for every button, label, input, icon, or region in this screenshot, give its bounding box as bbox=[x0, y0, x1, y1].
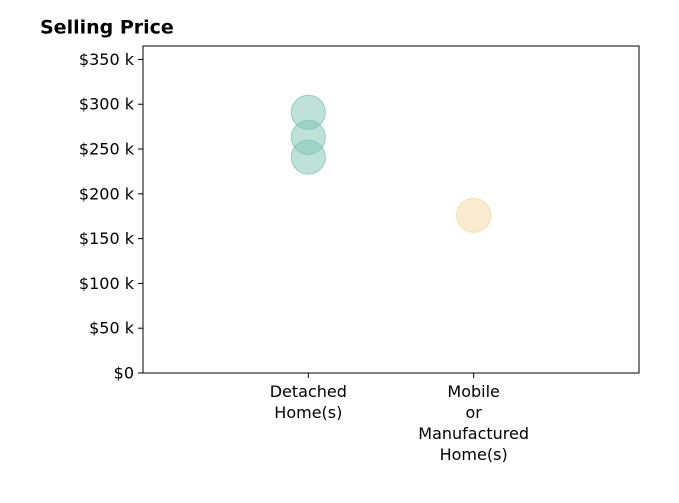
plot-frame bbox=[142, 45, 640, 374]
y-tick-label: $350 k bbox=[79, 50, 135, 69]
y-tick-label: $200 k bbox=[79, 184, 135, 203]
y-tick-label: $150 k bbox=[79, 229, 135, 248]
chart-title: Selling Price bbox=[40, 17, 174, 39]
y-tick-label: $0 bbox=[114, 364, 134, 383]
y-tick-label: $100 k bbox=[79, 274, 135, 293]
y-tick-label: $300 k bbox=[79, 95, 135, 114]
y-tick-label: $50 k bbox=[89, 319, 135, 338]
point bbox=[456, 197, 492, 233]
y-tick-label: $250 k bbox=[79, 140, 135, 159]
x-tick-label: Mobile or Manufactured Home(s) bbox=[418, 382, 530, 464]
point bbox=[290, 139, 326, 175]
x-tick-label: Detached Home(s) bbox=[269, 382, 347, 422]
